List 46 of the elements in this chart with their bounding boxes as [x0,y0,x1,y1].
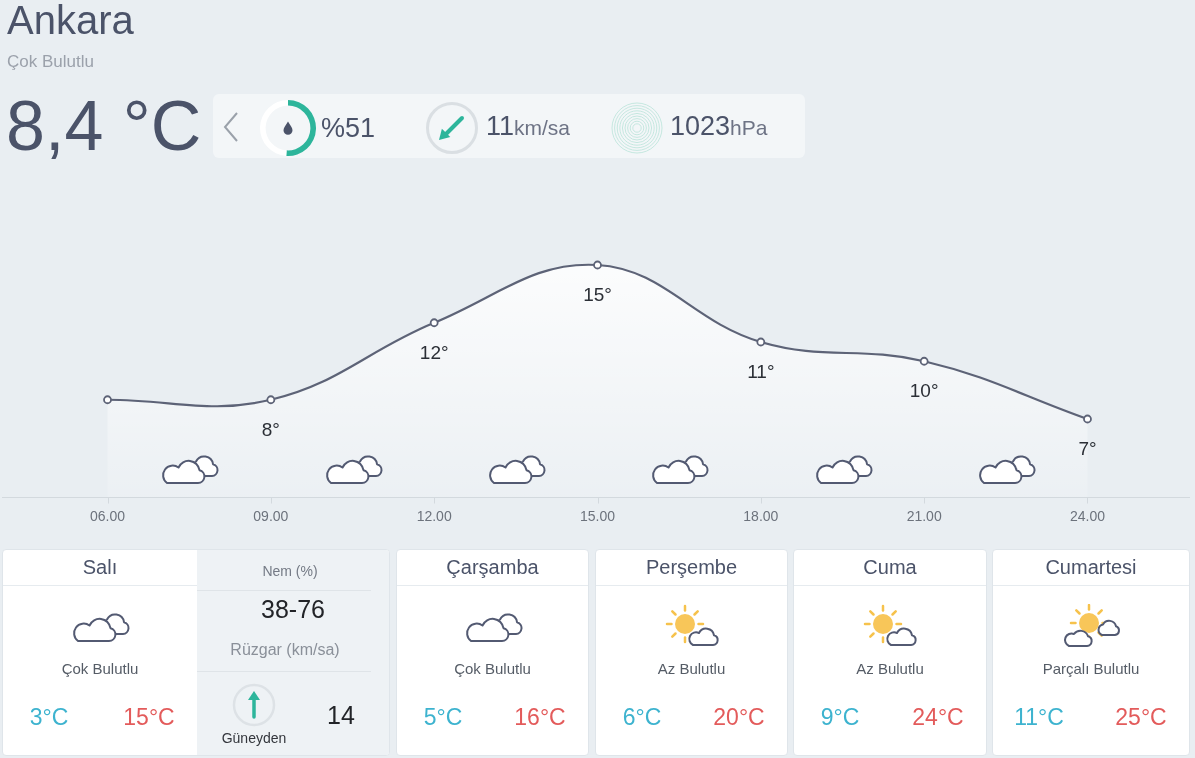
text: 25°C [1115,703,1167,731]
text: 9°C [820,703,860,731]
text: 6°C [622,703,662,731]
text: 14 [327,700,355,730]
text: 1023 [670,110,731,143]
text: 8,4 °C [6,86,202,166]
text: 24°C [912,703,964,731]
text: 11°C [1014,703,1064,731]
data-label: 15° [583,284,612,306]
data-label: 10° [909,380,939,402]
text: Parçalı Bulutlu [1042,660,1140,678]
text: Az Bulutlu [856,660,924,678]
x-tick-label: 06.00 [89,508,126,525]
x-tick-label: 18.00 [743,508,779,525]
x-tick-label: 09.00 [253,508,289,525]
text: 15°C [123,703,175,731]
text: 16°C [514,703,566,731]
text: Nem (%) [262,562,318,580]
x-tick-label: 12.00 [416,508,452,525]
text: Çarşamba [446,555,539,579]
text: 38-76 [261,594,325,624]
text: Az Bulutlu [657,660,726,678]
text: Ankara [7,0,134,43]
data-label: 8° [261,418,280,440]
text: hPa [730,115,768,141]
x-tick-label: 15.00 [579,508,616,525]
data-label: 7° [1078,438,1097,460]
text: Perşembe [645,555,738,579]
text: %51 [321,112,376,145]
text: Cuma [863,555,917,579]
text: Güneyden [221,729,287,747]
text: Cumartesi [1045,555,1137,579]
text: Rüzgar (km/sa) [230,640,340,660]
text: 3°C [29,703,69,731]
data-label: 11° [747,361,775,383]
x-tick-label: 21.00 [906,508,942,525]
text: Salı [82,555,118,579]
text: Çok Bulutlu [454,660,531,678]
text: Çok Bulutlu [61,660,139,678]
text: 11 [486,110,515,143]
data-label: 12° [419,341,449,363]
text: km/sa [514,115,571,141]
text: 20°C [713,703,765,731]
text: 5°C [423,703,463,731]
x-tick-label: 24.00 [1069,508,1106,525]
text: Çok Bulutlu [7,52,94,72]
